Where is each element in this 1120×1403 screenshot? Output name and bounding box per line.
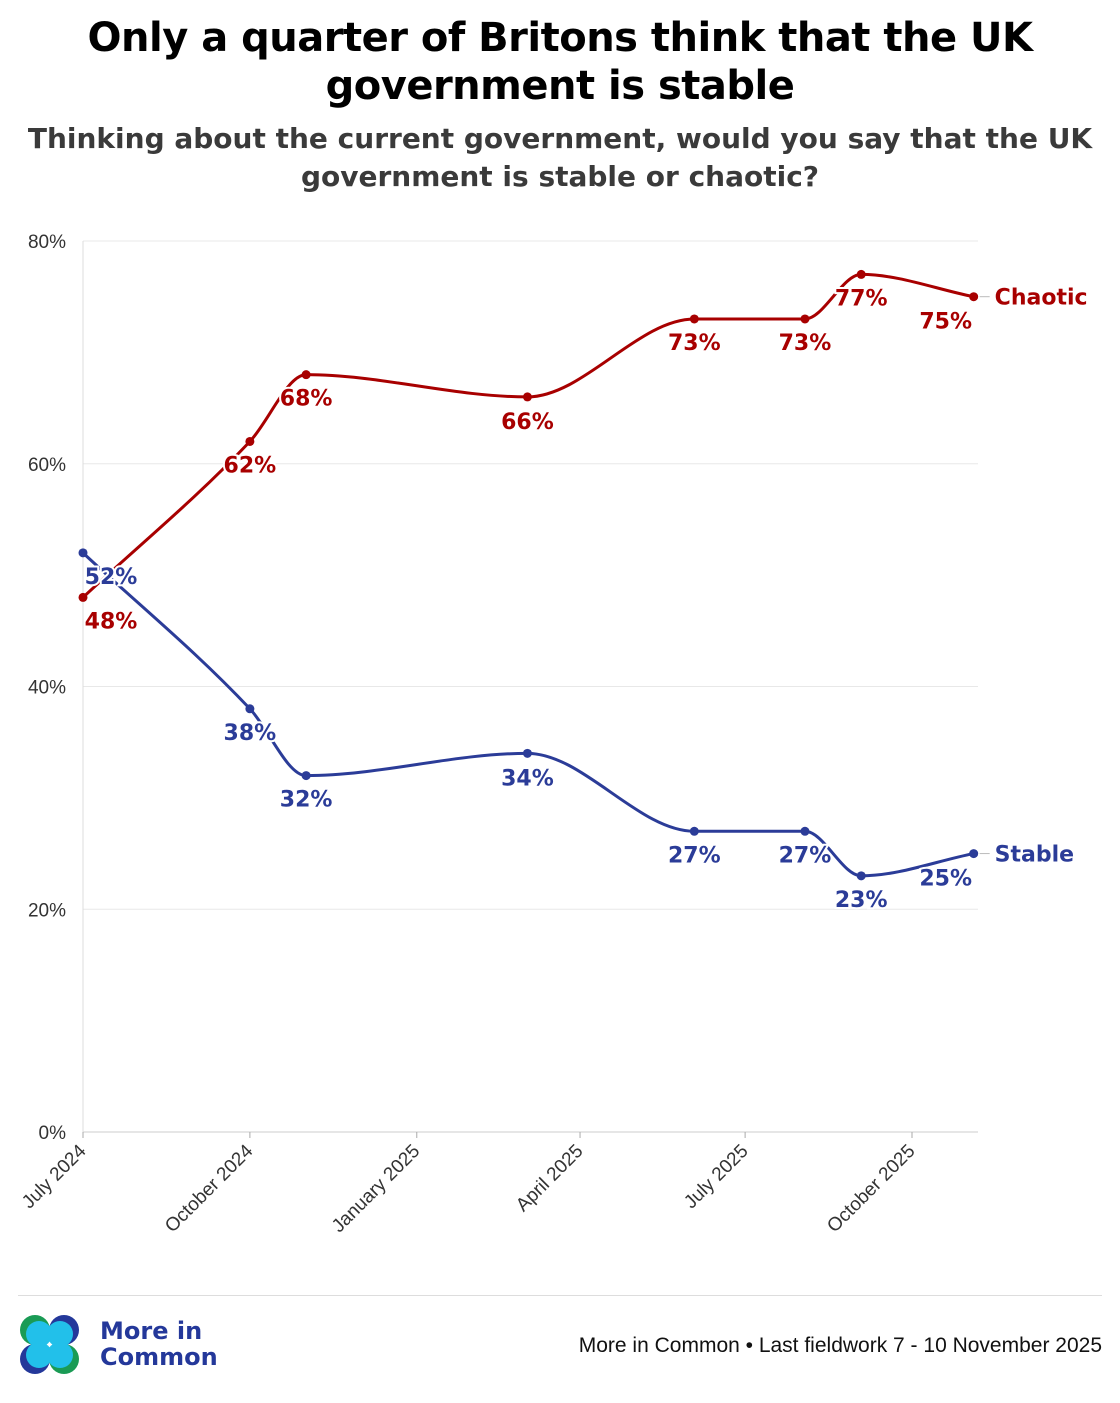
x-tick-label: October 2025: [823, 1141, 919, 1237]
data-point-chaotic: [969, 292, 979, 302]
data-label-stable: 52%: [85, 565, 138, 590]
data-point-stable: [301, 771, 311, 781]
x-tick-label: April 2025: [512, 1141, 587, 1216]
legend-label-chaotic: Chaotic: [995, 286, 1088, 311]
x-tick-label: July 2024: [18, 1140, 91, 1213]
y-tick-label: 60%: [28, 455, 66, 476]
data-label-chaotic: 73%: [668, 331, 721, 356]
source-note: More in Common • Last fieldwork 7 - 10 N…: [578, 1334, 1102, 1357]
data-point-stable: [856, 871, 866, 881]
data-label-stable: 23%: [835, 888, 888, 913]
data-point-stable: [522, 748, 532, 758]
data-label-chaotic: 75%: [919, 310, 972, 335]
data-point-stable: [969, 849, 979, 859]
data-point-chaotic: [78, 592, 88, 602]
y-tick-label: 20%: [28, 900, 66, 921]
data-label-stable: 34%: [501, 766, 554, 791]
y-tick-label: 80%: [28, 232, 66, 253]
data-label-chaotic: 73%: [779, 331, 832, 356]
data-point-stable: [800, 826, 810, 836]
logo-text: More in Common: [100, 1318, 218, 1370]
data-label-stable: 38%: [224, 721, 277, 746]
data-label-stable: 32%: [280, 788, 333, 813]
chart-subtitle: Thinking about the current government, w…: [27, 122, 1093, 193]
logo-icon: [20, 1315, 79, 1374]
data-label-chaotic: 77%: [835, 286, 888, 311]
data-label-stable: 27%: [668, 843, 721, 868]
series-line-chaotic: [81, 272, 974, 599]
chart-title: Only a quarter of Britons think that the…: [87, 15, 1033, 109]
data-point-chaotic: [800, 314, 810, 324]
y-tick-label: 40%: [28, 678, 66, 699]
data-label-chaotic: 66%: [501, 410, 554, 435]
series-line-stable: [81, 551, 974, 878]
data-label-chaotic: 62%: [224, 453, 277, 478]
data-label-chaotic: 68%: [280, 387, 333, 412]
data-point-chaotic: [689, 314, 699, 324]
logo-text-line-1: More in: [100, 1317, 203, 1345]
legend-label-stable: Stable: [995, 843, 1074, 868]
x-tick-label: July 2025: [680, 1141, 752, 1213]
more-in-common-logo: More in Common: [18, 1314, 218, 1376]
x-tick-label: January 2025: [328, 1141, 424, 1237]
data-point-chaotic: [301, 370, 311, 380]
line-chart: 0% 20% 40% 60% 80% July 2024 October 2024 Janua…: [18, 232, 1088, 1237]
data-label-stable: 25%: [919, 867, 972, 892]
data-point-chaotic: [856, 269, 866, 279]
data-point-stable: [78, 548, 88, 558]
data-point-chaotic: [245, 436, 255, 446]
x-tick-label: October 2024: [161, 1140, 258, 1237]
data-point-chaotic: [522, 392, 532, 402]
data-point-stable: [689, 826, 699, 836]
data-label-stable: 27%: [779, 843, 832, 868]
y-tick-label: 0%: [39, 1123, 67, 1144]
logo-text-line-2: Common: [100, 1343, 218, 1371]
footer-divider: [18, 1295, 1102, 1296]
data-point-stable: [245, 704, 255, 714]
data-label-chaotic: 48%: [85, 609, 138, 634]
